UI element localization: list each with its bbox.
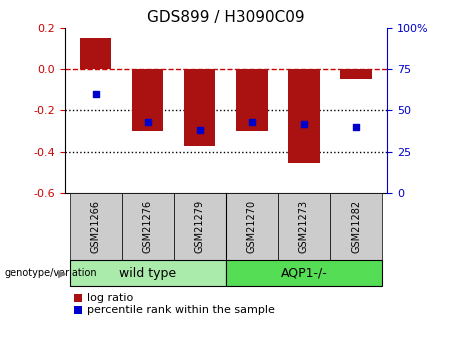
Text: GSM21273: GSM21273 bbox=[299, 200, 309, 253]
Text: log ratio: log ratio bbox=[87, 293, 133, 303]
Title: GDS899 / H3090C09: GDS899 / H3090C09 bbox=[147, 10, 305, 25]
Point bbox=[92, 91, 100, 97]
Point bbox=[196, 128, 204, 133]
Bar bbox=[132, 69, 164, 131]
Text: GSM21276: GSM21276 bbox=[143, 200, 153, 253]
Text: AQP1-/-: AQP1-/- bbox=[281, 267, 327, 280]
Point bbox=[248, 119, 255, 125]
Point bbox=[352, 124, 360, 130]
Text: GSM21270: GSM21270 bbox=[247, 200, 257, 253]
Text: percentile rank within the sample: percentile rank within the sample bbox=[87, 305, 275, 315]
Bar bbox=[340, 69, 372, 79]
Text: GSM21279: GSM21279 bbox=[195, 200, 205, 253]
Bar bbox=[236, 69, 267, 131]
Text: ▶: ▶ bbox=[58, 268, 66, 278]
Text: genotype/variation: genotype/variation bbox=[5, 268, 97, 278]
Bar bbox=[184, 69, 215, 146]
Text: wild type: wild type bbox=[119, 267, 177, 280]
Point bbox=[300, 121, 307, 126]
Bar bbox=[288, 69, 319, 163]
Text: GSM21282: GSM21282 bbox=[351, 200, 361, 253]
Text: GSM21266: GSM21266 bbox=[91, 200, 101, 253]
Point bbox=[144, 119, 152, 125]
Bar bbox=[80, 38, 112, 69]
